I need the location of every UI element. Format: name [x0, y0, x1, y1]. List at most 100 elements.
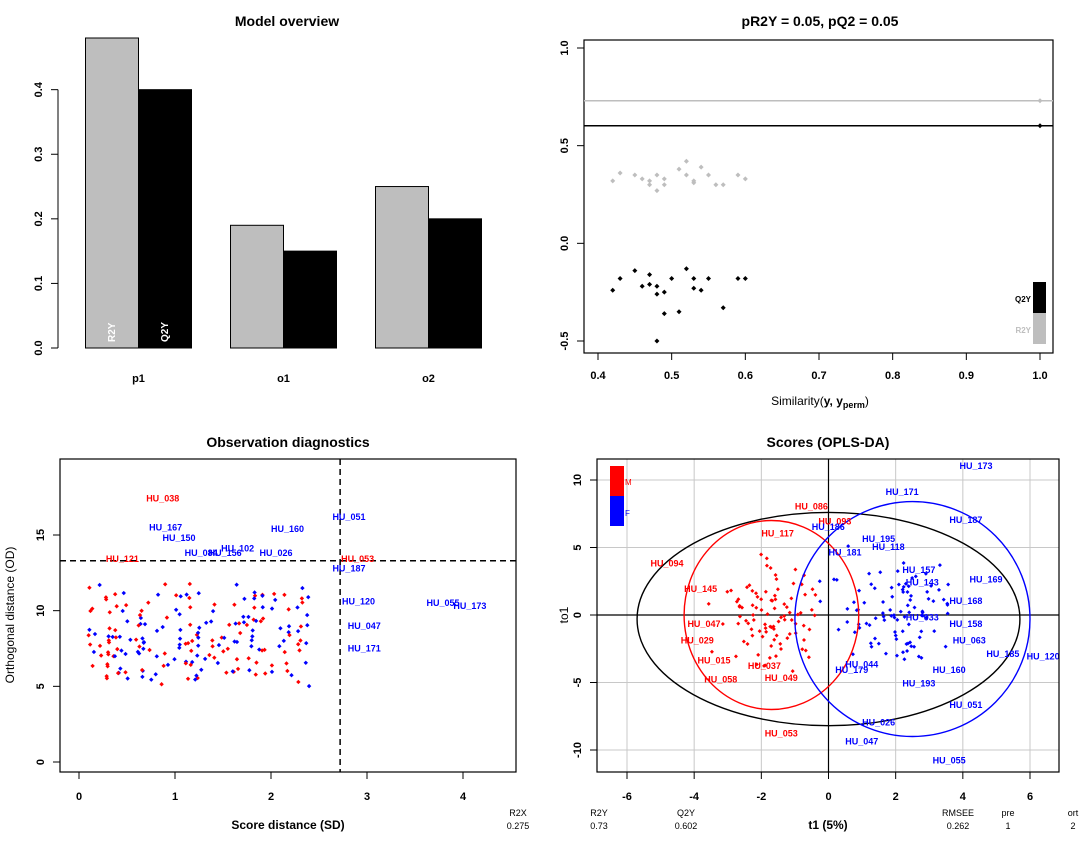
stat-label-q2y: Q2Y: [677, 808, 695, 818]
legend-m-label: M: [625, 478, 632, 487]
diagnostic-point: [141, 640, 146, 646]
score-point-m: [763, 626, 768, 631]
score-point-m: [751, 618, 756, 623]
score-point-f: [912, 605, 917, 610]
diagnostic-point: [260, 593, 265, 598]
scores-xtick-label: -2: [756, 791, 766, 803]
diagnostic-point: [136, 651, 142, 656]
score-point-f: [901, 560, 906, 565]
bar-label-r2y: R2Y: [107, 322, 118, 342]
bar-q2y-o1: [283, 250, 337, 349]
q2y-perm-point: [661, 311, 667, 317]
diagnostic-point: [178, 627, 183, 633]
score-point-label: HU_117: [761, 529, 794, 539]
diagnostic-point: [149, 677, 154, 682]
score-point-f: [910, 575, 915, 580]
score-point-label: HU_049: [765, 673, 798, 683]
r2y-perm-point: [654, 188, 660, 194]
diagnostic-point: [128, 637, 133, 642]
score-point-m: [763, 622, 768, 627]
score-point-f: [905, 589, 910, 594]
scores-ytick-label: 0: [572, 612, 584, 618]
score-point-f: [926, 596, 931, 601]
diagnostic-point: [260, 616, 266, 621]
score-point-m: [729, 588, 734, 593]
scores-xtick-label: 0: [825, 791, 831, 803]
diagnostic-point-label: HU_156: [209, 548, 242, 558]
diagnostic-point: [234, 582, 239, 587]
r2y-perm-point: [661, 182, 667, 188]
score-point-m: [787, 631, 792, 636]
perm-ytick-label: 0.5: [559, 138, 571, 153]
diagnostic-point: [153, 672, 158, 677]
score-point-f: [873, 636, 878, 641]
score-point-m: [706, 601, 711, 606]
score-point-m: [755, 594, 760, 599]
diagnostic-point: [296, 679, 301, 685]
score-point-label: HU_047: [687, 619, 720, 629]
diagnostic-point: [162, 582, 168, 587]
overview-ytick-label: 0.4: [33, 81, 45, 97]
diagnostic-point: [251, 617, 256, 622]
score-point-m: [773, 597, 778, 602]
diagnostic-point: [106, 640, 112, 645]
diagnostic-point: [250, 628, 255, 633]
diagnostic-point: [195, 653, 200, 658]
diagnostic-point: [90, 606, 95, 611]
score-point-m: [769, 598, 774, 603]
diag-ytick-label: 5: [35, 683, 47, 689]
perm-xtick-label: 0.6: [738, 370, 753, 382]
diagnostic-point: [106, 634, 111, 639]
score-point-f: [891, 613, 896, 618]
scores-ytick-label: 10: [572, 474, 584, 486]
diagnostic-point-label: HU_120: [342, 597, 375, 607]
diagnostic-point: [141, 646, 146, 651]
diagnostic-point: [137, 612, 143, 618]
q2y-perm-point: [706, 275, 711, 281]
q2y-perm-point: [610, 287, 616, 293]
diagnostic-point: [234, 639, 240, 645]
score-point-label: HU_094: [651, 558, 684, 568]
diagnostic-point: [92, 631, 98, 637]
diagnostic-point: [195, 675, 200, 681]
score-point-f: [900, 587, 905, 592]
diagnostic-point: [216, 642, 222, 648]
legend-f-label: F: [625, 509, 630, 518]
score-point-m: [767, 655, 772, 660]
score-point-f: [904, 641, 909, 646]
diagnostic-point: [112, 591, 118, 597]
r2y-perm-point: [647, 182, 653, 188]
score-point-m: [791, 581, 796, 586]
score-point-f: [945, 601, 950, 606]
score-point-m: [736, 621, 741, 626]
diagnostic-point: [185, 676, 191, 681]
diagnostic-point: [273, 597, 278, 603]
diagnostic-point: [184, 592, 189, 597]
diagnostic-point: [88, 608, 93, 614]
score-point-m: [771, 624, 776, 629]
permutation-plot-box: [583, 39, 1054, 354]
diagnostic-point: [199, 667, 204, 672]
diagnostic-point: [196, 643, 201, 648]
diagnostic-point-label: HU_171: [348, 644, 381, 654]
score-point-f: [890, 594, 895, 599]
score-point-f: [920, 609, 925, 614]
r2y-perm-point: [698, 164, 704, 170]
score-point-m: [757, 629, 762, 634]
model-overview-title: Model overview: [235, 13, 339, 29]
score-point-m: [725, 589, 730, 594]
diagnostic-point: [183, 641, 188, 646]
diagnostic-point: [140, 674, 145, 680]
q2y-perm-point: [617, 275, 623, 281]
score-point-label: HU_058: [704, 675, 737, 685]
diagnostic-point: [123, 651, 128, 657]
score-point-m: [803, 648, 808, 653]
category-label-o1: o1: [277, 373, 290, 385]
score-point-f: [925, 589, 930, 594]
diagnostic-point: [154, 654, 160, 659]
perm-ytick-label: -0.5: [559, 332, 571, 351]
ellipse-M: [683, 519, 860, 711]
score-point-m: [772, 606, 777, 611]
diagnostic-point: [210, 644, 215, 649]
score-point-m: [775, 587, 780, 592]
